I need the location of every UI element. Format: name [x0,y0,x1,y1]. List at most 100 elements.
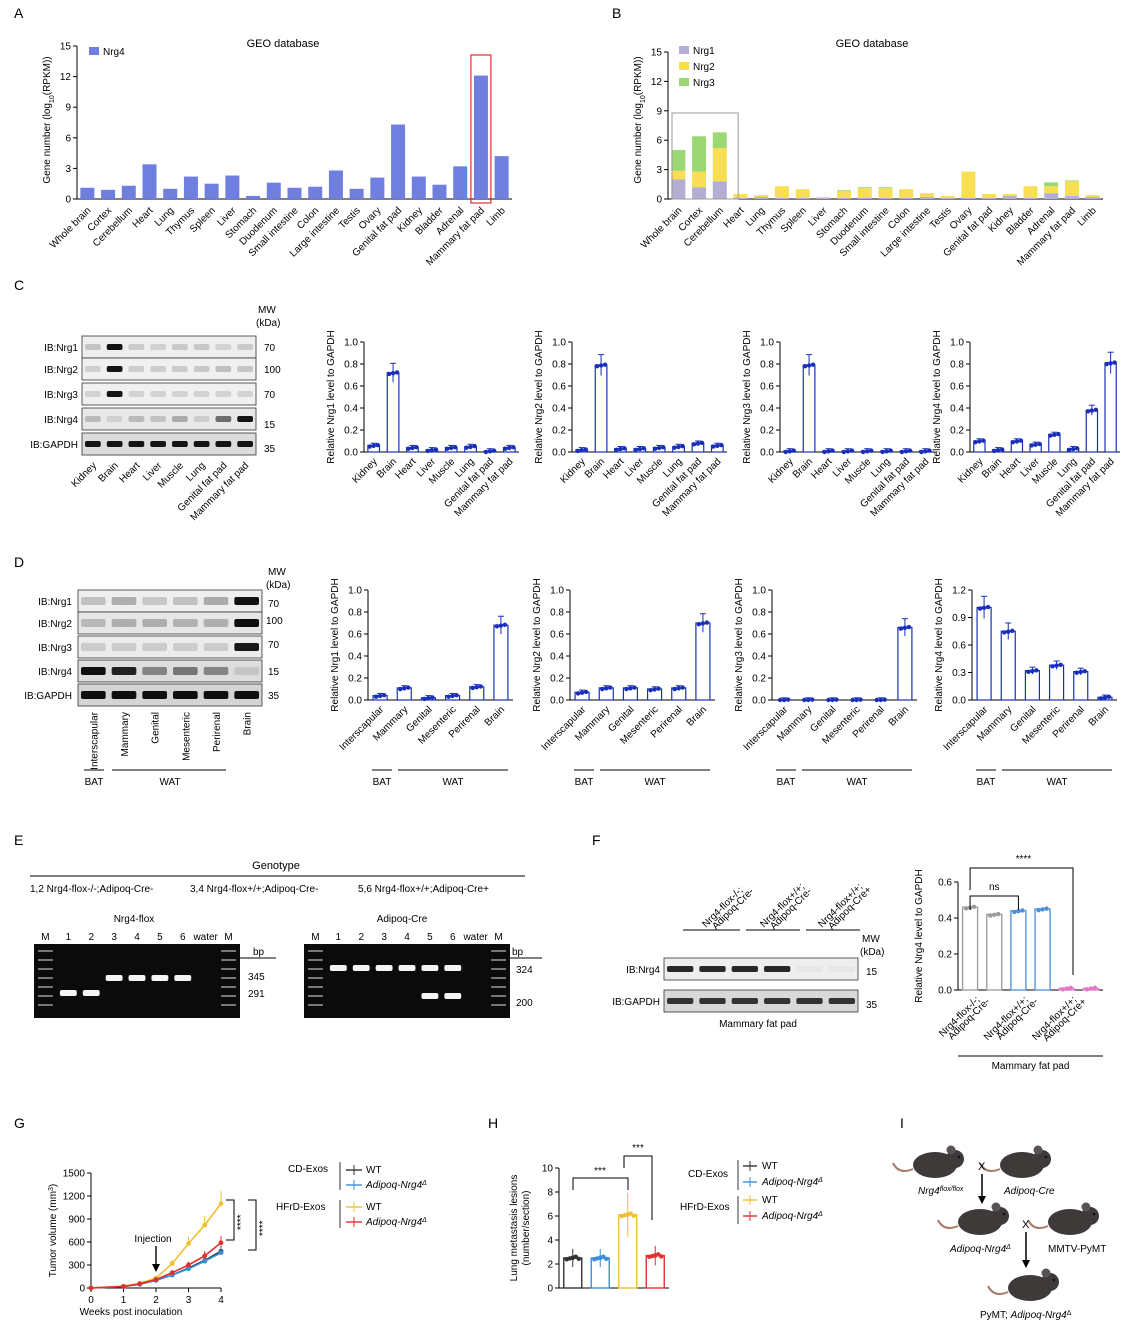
panel-c2-bar-6-point-2 [699,440,705,446]
panel-c1-bar-6-point-0 [483,449,489,455]
panel-d4-bar-1 [1000,630,1016,701]
panel-c3-ytick-label-4: 0.8 [760,360,774,371]
panel-h-ytick-label-2: 4 [547,1236,553,1247]
panel-c2-bar-0-point-0 [575,448,580,454]
panel-b-legend-swatch-nrg2 [679,62,689,70]
panel-b-bar-nrg1-10 [878,198,893,199]
panel-c-band-r2-l7 [237,391,253,397]
panel-e-bp-label-1: bp [253,947,265,958]
panel-d1-bar-2-point-1 [426,695,431,701]
panel-d-band-r2-l3 [173,643,198,651]
panel-e-gel1-marker-band-8-5 [221,995,236,997]
panel-f-band-nrg4-2 [731,966,758,972]
panel-c-lane-label-2: Heart [117,460,142,485]
panel-e-bp-label: bp [512,947,524,958]
panel-d-lane-label-2: Genital [151,712,162,744]
panel-f-band-nrg4-3 [764,966,791,972]
panel-e-gel1-marker-band-8-3 [221,977,236,979]
panel-f-ytick-label-3: 0.6 [938,878,952,889]
panel-a-bar-2 [121,185,136,199]
panel-i-mouse-1-body [913,1152,957,1178]
panel-e-gel2-lane-label-1: 1 [336,932,342,943]
panel-c3-bar-7-point-0 [919,449,924,455]
panel-g-legend-hfrd-wt: WT [366,1202,382,1213]
panel-c1-bar-2-point-2 [414,445,419,450]
panel-e-gel2-marker-band-0-2 [308,968,323,970]
panel-c2-xlabel-2: Heart [601,456,626,481]
panel-e-bp-324: 324 [516,965,533,976]
panel-d-band-r1-l3 [173,619,198,627]
panel-b-bar-nrg3-9 [857,187,872,189]
panel-f-bar-0-point-0 [963,906,969,911]
panel-i-mouse-3-ear [991,1202,1001,1212]
panel-i-mouse-1-eye [957,1155,961,1159]
panel-d3-ylabel: Relative Nrg3 level to GAPDH [734,578,745,711]
panel-c4-ytick-label-4: 0.8 [950,360,964,371]
panel-b-bar-nrg1-18 [1044,193,1059,199]
panel-b-bar-nrg1-13 [940,198,955,199]
panel-f-ytick-label-1: 0.2 [938,950,952,961]
panel-d4-bar-5-point-0 [1098,696,1104,701]
panel-c4-xlabel-2: Heart [998,456,1023,481]
panel-f-sig-label: **** [1016,854,1032,865]
panel-c-band-r4-l3 [150,441,166,447]
panel-g-xtick-label-1: 1 [121,1295,127,1306]
panel-c2-bar-7-point-2 [719,442,724,448]
panel-f-bar-1-point-2 [996,911,1001,917]
panel-h-sig-1: *** [594,1166,606,1177]
panel-c-blot-nrg3 [81,382,257,406]
panel-c2-ytick-label-0: 0.0 [552,448,566,459]
panel-g-point-2-4 [169,1261,175,1266]
panel-d-mw-100: 100 [266,616,283,627]
panel-i-mouse-3-tail [937,1219,959,1229]
panel-f-sig-bracket [969,867,1074,975]
panel-d3-bar-0-point-1 [781,697,787,703]
panel-b-bar-nrg2-0 [671,170,686,180]
panel-b-bar-nrg2-16 [1002,194,1017,197]
panel-b-bar-nrg1-0 [671,179,686,199]
panel-a-bar-20 [494,156,509,199]
panel-c-band-r1-l7 [237,366,253,372]
panel-c-band-r2-l6 [215,391,232,397]
panel-c1-bar-1 [386,372,400,453]
panel-d3-bar-3-point-0 [850,697,855,703]
panel-c3-ytick-label-2: 0.4 [760,404,774,415]
panel-e-gel2-band-4 [421,965,439,971]
panel-e-gel1-marker-band-0-3 [38,977,53,979]
panel-b-bar-nrg1-5 [774,198,789,199]
panel-i-mouse-4-tail [1027,1219,1049,1229]
panel-g-legend-cd-ko: Adipoq-Nrg4Δ [365,1180,427,1192]
panel-i-mouse-5-eye [1052,1278,1056,1282]
panel-h-ytick-label-5: 10 [542,1164,554,1175]
panel-c-band-r4-l5 [193,441,210,447]
panel-d-western-blot: MW (kDa) IB:Nrg1 IB:Nrg2 IB:Nrg3 IB:Nrg4… [24,567,290,788]
panel-a-ytick-label-1: 3 [65,164,71,175]
panel-i-mouse-3-label: Adipoq-Nrg4Δ [949,1244,1011,1256]
panel-g-xtick-label-3: 3 [186,1295,192,1306]
panel-c3-bar-5-point-0 [880,449,885,455]
panel-d2-xlabel-5: Brain [685,704,709,728]
panel-b-bar-nrg1-6 [795,198,810,199]
panel-a-bar-5 [183,176,198,199]
panel-c-mw-70b: 70 [264,390,276,401]
panel-h-sig-2: *** [632,1143,644,1154]
panel-d-band-r1-l5 [234,619,259,627]
panel-label-h: H [488,1115,498,1131]
panel-c2-chart: 0.0 0.2 0.4 0.6 0.8 1.0 Relative Nrg2 level to… [534,330,727,519]
panel-h-legend-hfrd-ko: Adipoq-Nrg4Δ [761,1211,823,1223]
panel-c1-ytick-label-0: 0.0 [344,448,358,459]
panel-b-bar-nrg2-4 [754,195,769,198]
panel-h-bar-3-point-4 [659,1254,664,1259]
panel-c2-bar-6-point-1 [695,441,701,446]
panel-g-legend-line-cd-wt [346,1165,362,1175]
panel-f-band-nrg4-1 [699,966,726,972]
panel-c3-bar-4-point-1 [864,449,870,454]
panel-a-bar-18 [453,166,468,199]
panel-b-bar-nrg1-17 [1023,198,1038,199]
panel-e-gel2-title: Adipoq-Cre [377,914,428,925]
panel-c-band-r0-l3 [150,344,166,350]
panel-c4-ytick-label-1: 0.2 [950,426,964,437]
panel-e-gel2-band-1 [352,965,370,971]
panel-d1-bar-1-point-1 [402,686,407,691]
panel-c4-bar-4-point-2 [1056,431,1061,437]
